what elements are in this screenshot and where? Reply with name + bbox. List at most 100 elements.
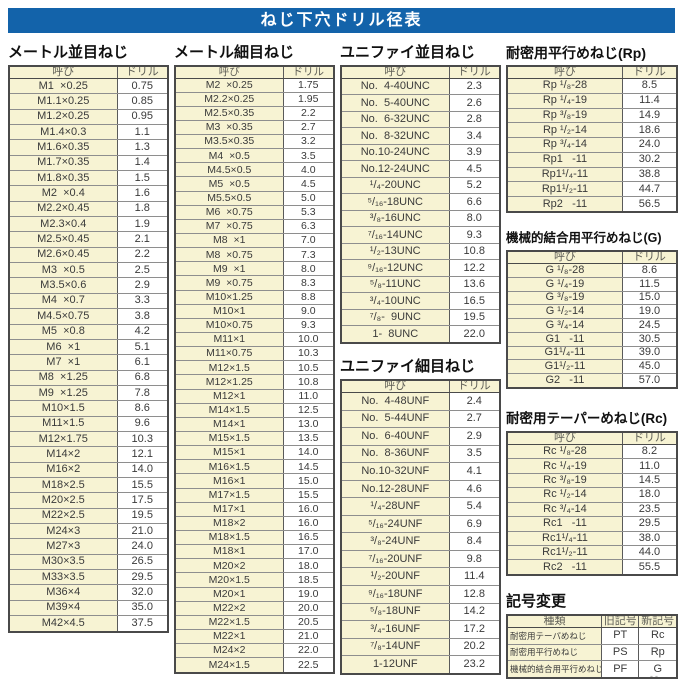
- column-header: 呼び: [340, 379, 450, 393]
- thread-name-cell: 耐密用テーパめねじ: [506, 627, 602, 645]
- table-row: 耐密用平行めねじ PS Rp: [506, 643, 678, 662]
- thread-name-cell: M14×1.5: [174, 402, 284, 418]
- table-row: M22×1.5 20.5: [174, 614, 335, 630]
- thread-name-cell: No. 4-48UNF: [340, 392, 450, 411]
- table-row: No. 4-48UNF 2.4: [340, 392, 501, 411]
- value-cell: 12.8: [448, 585, 501, 604]
- table-row: Rp ³/₈-19 14.9: [506, 107, 678, 124]
- value-cell: 2.2: [282, 105, 335, 121]
- value-cell: 6.3: [282, 218, 335, 235]
- thread-name-cell: ¹/₄-28UNF: [340, 497, 450, 516]
- table-row: ¹/₂-20UNF 11.4: [340, 567, 501, 587]
- value-cell: 11.4: [621, 92, 678, 109]
- table-row: M33×3.5 29.5: [8, 568, 169, 586]
- column-header: ドリル: [116, 65, 169, 79]
- thread-name-cell: M10×0.75: [174, 317, 284, 334]
- value-cell: 1.5: [116, 170, 169, 187]
- value-cell: 2.3: [448, 77, 501, 96]
- thread-name-cell: M1.7×0.35: [8, 154, 118, 172]
- table-row: ³/₄-10UNC 16.5: [340, 292, 501, 310]
- thread-name-cell: ⁷/₁₆-20UNF: [340, 549, 450, 569]
- value-cell: 39.0: [621, 345, 678, 361]
- thread-name-cell: ⁵/₁₆-18UNC: [340, 193, 450, 211]
- value-cell: 29.5: [621, 516, 678, 532]
- table-row: ³/₄-16UNF 17.2: [340, 620, 501, 639]
- thread-name-cell: ⁹/₁₆-18UNF: [340, 585, 450, 604]
- header-row: 呼び ドリル: [340, 65, 501, 79]
- value-cell: 12.5: [282, 402, 335, 418]
- thread-name-cell: M18×1: [174, 544, 284, 560]
- table-row: Rp ³/₄-14 24.0: [506, 137, 678, 153]
- table-row: G ¹/₈-28 8.6: [506, 263, 678, 278]
- value-cell: 13.0: [282, 416, 335, 433]
- value-cell: 1.9: [116, 216, 169, 233]
- table-row: M2.2×0.25 1.95: [174, 91, 335, 107]
- value-cell: 22.0: [448, 325, 501, 344]
- value-cell: 3.5: [282, 148, 335, 164]
- table-row: M1 ×0.25 0.75: [8, 77, 169, 95]
- thread-name-cell: M36×4: [8, 584, 118, 601]
- table-row: ⁵/₁₆-18UNC 6.6: [340, 193, 501, 211]
- thread-name-cell: M8 ×0.75: [174, 247, 284, 263]
- thread-name-cell: M10×1.25: [174, 289, 284, 305]
- table-row: M5 ×0.5 4.5: [174, 176, 335, 192]
- value-cell: 5.1: [116, 338, 169, 356]
- value-cell: 17.2: [448, 620, 501, 639]
- value-cell: 37.5: [116, 615, 169, 633]
- value-cell: 2.8: [448, 110, 501, 129]
- value-cell: 0.85: [116, 93, 169, 110]
- thread-name-cell: M22×1: [174, 628, 284, 645]
- value-cell: 4.2: [116, 323, 169, 340]
- thread-name-cell: Rp2 -11: [506, 196, 623, 213]
- table-row: M22×1 21.0: [174, 628, 335, 645]
- section-heading-symbol-change: 記号変更: [506, 593, 567, 610]
- table-row: ⁷/₈-14UNF 20.2: [340, 637, 501, 657]
- thread-name-cell: ³/₄-16UNF: [340, 620, 450, 639]
- column-header: ドリル: [621, 65, 678, 79]
- table-row: M3 ×0.5 2.5: [8, 262, 169, 279]
- table-row: M16×1 15.0: [174, 473, 335, 489]
- value-cell: 21.0: [282, 628, 335, 645]
- value-cell: 5.2: [448, 176, 501, 195]
- value-cell: 18.5: [282, 572, 335, 588]
- table-row: Rc ³/₈-19 14.5: [506, 472, 678, 489]
- thread-name-cell: M7 ×0.75: [174, 218, 284, 235]
- thread-name-cell: M39×4: [8, 599, 118, 617]
- section-metric-fine: メートル細目ねじ 呼び ドリル M2 ×0.25 1.75 M2.2×0.25 1.95 M…: [174, 44, 335, 674]
- value-cell: 44.0: [621, 544, 678, 561]
- thread-name-cell: M1.2×0.25: [8, 108, 118, 126]
- value-cell: 17.0: [282, 544, 335, 560]
- value-cell: 14.2: [448, 602, 501, 622]
- thread-name-cell: M3 ×0.5: [8, 262, 118, 279]
- table-row: ¹/₄-20UNC 5.2: [340, 176, 501, 195]
- value-cell: 8.6: [621, 263, 678, 278]
- table-row: M1.6×0.35 1.3: [8, 139, 169, 156]
- thread-name-cell: M22×1.5: [174, 614, 284, 630]
- thread-name-cell: G ¹/₂-14: [506, 304, 623, 320]
- thread-name-cell: Rp ¹/₈-28: [506, 78, 623, 94]
- table-row: M6 ×0.75 5.3: [174, 204, 335, 220]
- section-unified-fine: ユニファイ細目ねじ 呼び ドリル No. 4-48UNF 2.4 No. 5-44UNF…: [340, 358, 501, 675]
- thread-name-cell: M33×3.5: [8, 568, 118, 586]
- table-row: M12×1.5 10.5: [174, 360, 335, 376]
- thread-name-cell: M14×2: [8, 446, 118, 463]
- thread-name-cell: Rp1 -11: [506, 151, 623, 168]
- table-row: No. 5-40UNC 2.6: [340, 94, 501, 112]
- value-cell: 10.8: [448, 242, 501, 261]
- table-row: M8 ×1.25 6.8: [8, 369, 169, 386]
- value-cell: 4.5: [282, 176, 335, 192]
- table-row: M39×4 35.0: [8, 599, 169, 617]
- table-row: M24×3 21.0: [8, 522, 169, 540]
- table-row: No. 5-44UNF 2.7: [340, 409, 501, 429]
- thread-name-cell: G ¹/₈-28: [506, 263, 623, 278]
- section-heading-rc: 耐密用テーパーめねじ(Rc): [506, 411, 668, 426]
- column-header: ドリル: [282, 65, 335, 79]
- value-cell: 18.0: [621, 487, 678, 503]
- table-row: No. 8-32UNC 3.4: [340, 127, 501, 145]
- value-cell: 12.2: [448, 259, 501, 277]
- thread-name-cell: No.12-28UNF: [340, 479, 450, 499]
- value-cell: PF: [600, 660, 640, 679]
- thread-name-cell: M2.5×0.45: [8, 231, 118, 248]
- value-cell: 4.0: [282, 162, 335, 178]
- table-row: M18×2 16.0: [174, 515, 335, 532]
